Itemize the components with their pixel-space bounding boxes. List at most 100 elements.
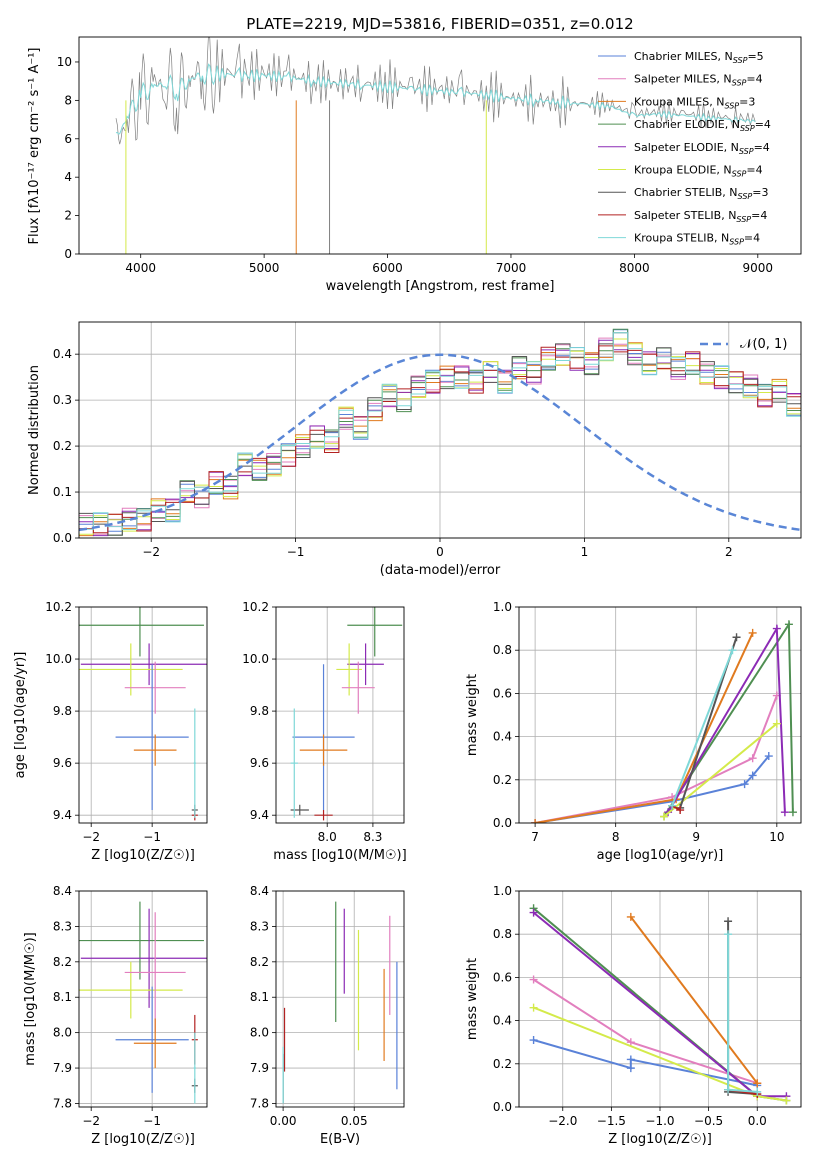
y-tick-label: 9.6 <box>250 756 269 770</box>
weight-line <box>671 649 734 807</box>
legend-subscript: SSP <box>740 124 755 133</box>
y-tick-label: 0 <box>64 247 72 261</box>
x-axis-label: mass [log10(M/M☉)] <box>273 848 406 863</box>
legend-value: =4 <box>754 141 770 154</box>
weight-marker <box>732 633 741 642</box>
weight-marker <box>784 620 793 629</box>
legend-subscript: SSP <box>729 238 744 247</box>
weight-marker <box>529 908 538 917</box>
weight-line <box>630 916 758 1084</box>
weight-vs-age-panel: 7 8 9 10 0.0 0.2 0.4 0.6 0.8 1.0 age [log10(age/yr… <box>465 600 802 863</box>
legend-label: Chabrier STELIB, NSSP=3 <box>634 186 768 201</box>
histogram-step-8 <box>79 332 801 530</box>
weight-marker <box>660 812 669 821</box>
y-tick-label: 6 <box>64 132 72 146</box>
weight-marker <box>748 628 757 637</box>
plot-area <box>79 328 801 537</box>
x-tick-label: 0.05 <box>341 1114 368 1128</box>
y-tick-label: 4 <box>64 170 72 184</box>
axes-frame <box>518 890 802 1108</box>
x-tick-label: 0.00 <box>270 1114 297 1128</box>
weight-marker <box>753 1079 762 1088</box>
weight-marker <box>676 806 685 815</box>
age-vs-metallicity-panel: −2 −1 9.4 9.6 9.8 10.0 10.2 Z [log10(Z/Z☉)] age … <box>13 600 208 863</box>
y-tick-label: 0.6 <box>493 970 512 984</box>
plot-area <box>282 901 398 1104</box>
y-tick-label: 8.0 <box>250 1026 269 1040</box>
y-tick-label: 0.0 <box>493 1100 512 1114</box>
y-tick-label: 9.4 <box>53 808 72 822</box>
x-tick-label: −0.5 <box>694 1114 723 1128</box>
weight-marker <box>668 801 677 810</box>
weight-marker <box>748 771 757 780</box>
weight-marker <box>724 930 733 939</box>
x-axis-label: (data-model)/error <box>380 563 501 578</box>
axes-frame <box>78 36 802 255</box>
x-axis-label: Z [log10(Z/Z☉)] <box>91 1132 195 1147</box>
weight-marker <box>782 1096 791 1105</box>
weight-marker <box>724 1085 733 1094</box>
y-axis-label: age [log10(age/yr)] <box>13 652 28 779</box>
axes-frame <box>275 890 405 1108</box>
legend-value: =4 <box>751 209 767 222</box>
axes-frame <box>275 606 405 824</box>
y-tick-label: 9.8 <box>250 704 269 718</box>
y-tick-label: 0.4 <box>493 730 512 744</box>
x-tick-label: 9 <box>692 830 700 844</box>
weight-line <box>533 1039 758 1087</box>
y-tick-label: 8.1 <box>53 990 72 1004</box>
plot-area <box>531 620 797 823</box>
histogram-step-6 <box>79 332 801 536</box>
weight-marker <box>772 719 781 728</box>
weight-marker <box>728 646 737 655</box>
legend-subscript: SSP <box>739 147 754 156</box>
weight-marker <box>626 1064 635 1073</box>
x-tick-label: −1 <box>143 1114 161 1128</box>
x-tick-label: −1 <box>287 545 305 559</box>
legend-subscript: SSP <box>732 79 747 88</box>
legend-subscript: SSP <box>733 56 748 65</box>
legend-subscript: SSP <box>732 170 747 179</box>
spectrum-ylabel: Flux [fλ10⁻¹⁷ erg cm⁻² s⁻¹ A⁻¹] <box>27 48 42 245</box>
x-tick-label: −1.5 <box>597 1114 626 1128</box>
weight-marker <box>626 1038 635 1047</box>
legend-subscript: SSP <box>738 192 753 201</box>
legend-subscript: SSP <box>736 215 751 224</box>
axes-frame <box>78 606 208 824</box>
plot-area <box>79 607 207 821</box>
residual-histogram-panel: −2 −1 0 1 2 0.0 0.1 0.2 0.3 0.4 (data-model)/error… <box>27 321 802 578</box>
mass-vs-ebv-panel: 0.00 0.05 7.8 7.9 8.0 8.1 8.2 8.3 8.4 E(B-V) <box>250 884 405 1147</box>
plot-area <box>290 607 403 821</box>
y-tick-label: 10 <box>57 55 72 69</box>
spectrum-panel: 4000 5000 6000 7000 8000 9000 0 2 4 6 8 10 wavelengt… <box>57 36 802 294</box>
y-tick-label: 1.0 <box>493 600 512 614</box>
legend-label: Salpeter ELODIE, NSSP=4 <box>634 141 770 156</box>
y-tick-label: 10.2 <box>242 600 269 614</box>
y-tick-label: 9.4 <box>250 808 269 822</box>
y-tick-label: 0.2 <box>53 439 72 453</box>
y-tick-label: 9.6 <box>53 756 72 770</box>
x-tick-label: 0.0 <box>748 1114 767 1128</box>
model-spectrum-line <box>115 63 756 135</box>
legend-value: =5 <box>747 50 763 63</box>
weight-marker <box>626 912 635 921</box>
x-tick-label: 2 <box>725 545 733 559</box>
legend-label: Chabrier MILES, NSSP=5 <box>634 50 764 65</box>
y-tick-label: 8.3 <box>53 919 72 933</box>
age-vs-mass-panel: 8.0 8.3 9.4 9.6 9.8 10.0 10.2 mass [log10(M/M☉)… <box>242 600 406 863</box>
y-tick-label: 8.2 <box>250 955 269 969</box>
y-tick-label: 7.8 <box>250 1096 269 1110</box>
y-tick-label: 0.2 <box>493 773 512 787</box>
legend-value: =4 <box>755 118 771 131</box>
legend-value: =3 <box>739 95 755 108</box>
y-tick-label: 9.8 <box>53 704 72 718</box>
weight-marker <box>780 808 789 817</box>
x-tick-label: −2 <box>82 1114 100 1128</box>
y-tick-label: 8.3 <box>250 919 269 933</box>
x-axis-label: wavelength [Angstrom, rest frame] <box>326 279 555 294</box>
weight-marker <box>626 1055 635 1064</box>
weight-marker <box>529 1003 538 1012</box>
x-tick-label: 8 <box>612 830 620 844</box>
histogram-step-7 <box>79 345 801 534</box>
weight-marker <box>753 1087 762 1096</box>
